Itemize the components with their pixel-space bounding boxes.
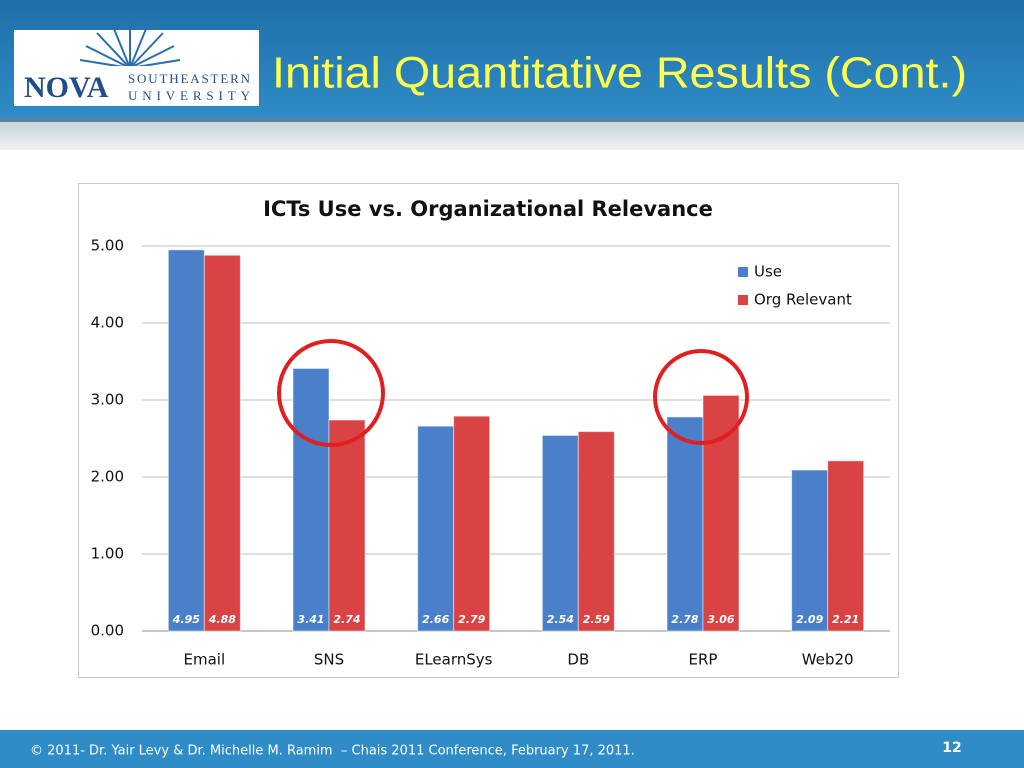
value-label: 3.41 bbox=[297, 613, 324, 626]
header-strip bbox=[0, 122, 1024, 150]
footer-text: © 2011- Dr. Yair Levy & Dr. Michelle M. … bbox=[30, 744, 635, 759]
bar bbox=[328, 419, 366, 632]
legend-label: Org Relevant bbox=[754, 291, 852, 309]
page-number: 12 bbox=[942, 740, 961, 756]
value-label: 2.09 bbox=[796, 613, 823, 626]
logo-mask bbox=[80, 66, 190, 76]
bar bbox=[417, 425, 455, 632]
bar bbox=[167, 249, 205, 632]
footer-band bbox=[0, 730, 1024, 768]
highlight-circle bbox=[277, 339, 385, 447]
value-label: 4.95 bbox=[172, 613, 200, 626]
bar bbox=[827, 460, 865, 632]
x-tick-label: ERP bbox=[689, 651, 718, 669]
x-tick-label: SNS bbox=[314, 651, 344, 669]
y-tick-label: 1.00 bbox=[91, 545, 124, 563]
value-label: 2.59 bbox=[583, 613, 610, 626]
highlight-circle bbox=[653, 349, 749, 445]
y-tick-label: 4.00 bbox=[91, 314, 124, 332]
bar bbox=[292, 367, 330, 632]
x-tick-label: Email bbox=[184, 651, 226, 669]
bar bbox=[791, 469, 829, 632]
value-label: 2.66 bbox=[422, 613, 449, 626]
x-tick-label: ELearnSys bbox=[415, 651, 493, 669]
y-tick-label: 5.00 bbox=[91, 237, 124, 255]
chart: 0.00 1.00 2.00 3.00 4.00 5.00 Email 4.95 4.88 SNS… bbox=[91, 237, 890, 669]
chart-title: ICTs Use vs. Organizational Relevance bbox=[263, 197, 713, 221]
value-label: 2.78 bbox=[671, 613, 698, 626]
bar bbox=[666, 416, 704, 632]
value-label: 2.74 bbox=[333, 613, 360, 626]
value-label: 2.54 bbox=[547, 613, 574, 626]
bar bbox=[541, 434, 579, 632]
bar bbox=[577, 431, 615, 632]
legend-swatch bbox=[738, 267, 748, 277]
value-label: 2.79 bbox=[458, 613, 485, 626]
bar bbox=[702, 394, 740, 632]
y-tick-label: 2.00 bbox=[91, 468, 124, 486]
legend-label: Use bbox=[754, 263, 782, 281]
y-tick-label: 0.00 bbox=[91, 622, 124, 640]
legend-swatch bbox=[738, 295, 748, 305]
slide-title: Initial Quantitative Results (Cont.) bbox=[272, 49, 967, 98]
bar bbox=[453, 415, 491, 632]
header-rule bbox=[0, 118, 1024, 122]
logo-line: SOUTHEASTERN bbox=[128, 71, 251, 86]
y-tick-label: 3.00 bbox=[91, 391, 124, 409]
value-label: 3.06 bbox=[707, 613, 734, 626]
value-label: 4.88 bbox=[208, 613, 236, 626]
bar bbox=[203, 254, 241, 632]
logo-sun bbox=[79, 20, 181, 69]
x-tick-label: Web20 bbox=[802, 651, 854, 669]
logo-name: NOVA bbox=[24, 71, 109, 104]
value-label: 2.21 bbox=[832, 613, 859, 626]
x-tick-label: DB bbox=[567, 651, 589, 669]
